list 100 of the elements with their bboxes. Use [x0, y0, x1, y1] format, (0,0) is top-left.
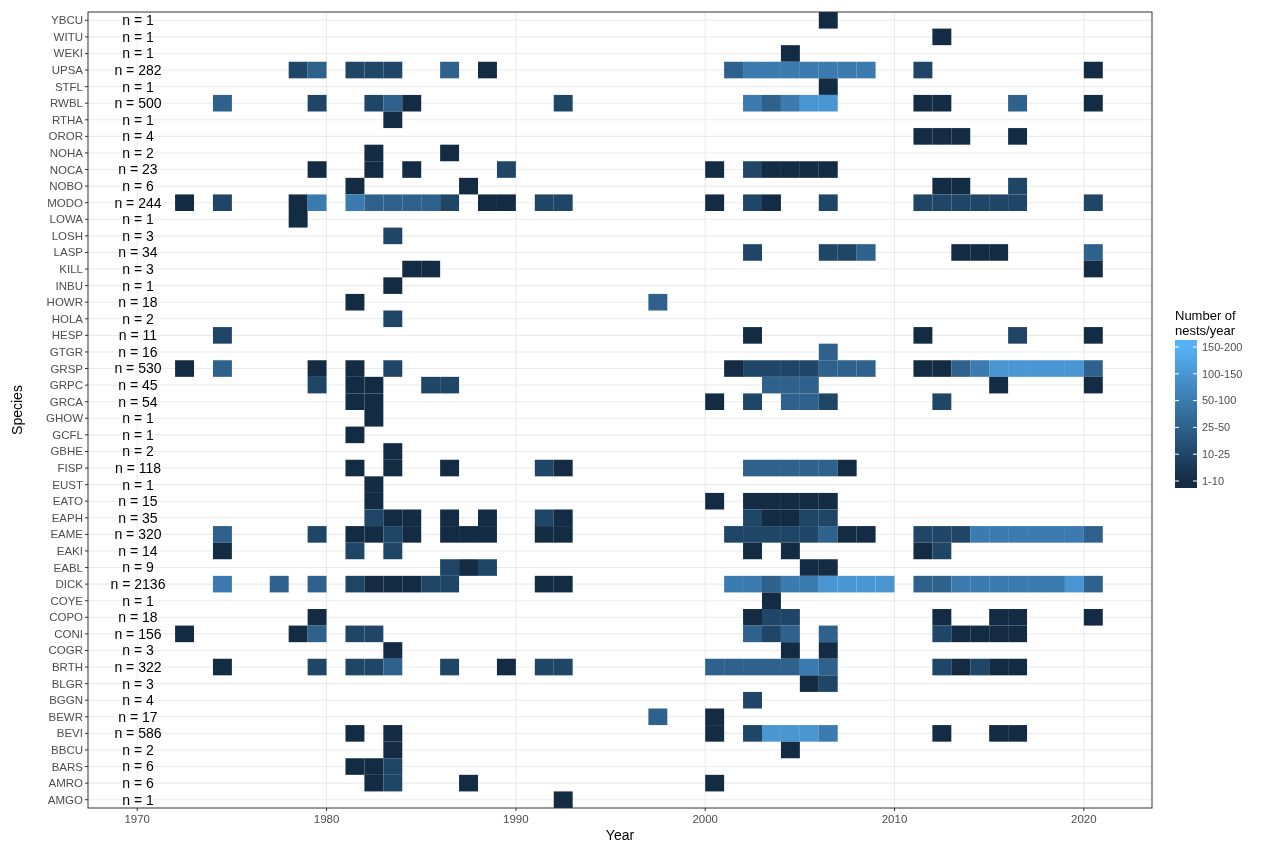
y2-tick-label: n = 586: [114, 725, 162, 742]
y2-tick-label: n = 3: [122, 260, 154, 277]
y2-tick-label: n = 14: [118, 542, 158, 559]
y2-tick-label: n = 23: [118, 161, 158, 178]
y-tick-label: LASP: [53, 246, 84, 259]
y2-tick-label: n = 35: [118, 509, 158, 526]
y-tick-label: BRTH: [51, 661, 83, 674]
y-tick-label: BARS: [51, 760, 84, 773]
y2-tick-label: n = 15: [118, 493, 158, 510]
y2-tick-label: n = 3: [122, 227, 154, 244]
y2-tick-label: n = 54: [118, 393, 158, 410]
y-tick-label: GTGR: [49, 345, 83, 358]
x-axis-title: Year: [605, 827, 635, 843]
y-tick-label: UPSA: [51, 64, 84, 77]
y-tick-label: GCFL: [52, 428, 84, 441]
color-bar-label: 100-150: [1202, 367, 1243, 380]
y-tick-label: HESP: [51, 329, 84, 342]
y-tick-label: GRSP: [50, 362, 84, 375]
y2-tick-label: n = 1: [122, 476, 154, 493]
y2-tick-label: n = 1: [122, 45, 154, 62]
y2-tick-label: n = 1: [122, 211, 154, 228]
y2-tick-label: n = 6: [122, 775, 154, 792]
x-tick-label: 2010: [881, 813, 908, 825]
y-tick-label: OROR: [48, 130, 83, 143]
y-tick-label: BBCU: [51, 743, 83, 756]
y-tick-label: BEVI: [56, 727, 83, 740]
y-tick-label: NOBO: [49, 180, 84, 193]
y2-tick-label: n = 18: [118, 294, 158, 311]
y-tick-label: WEKI: [53, 47, 83, 60]
y-tick-label: EAPH: [51, 511, 83, 524]
y2-tick-label: n = 6: [122, 758, 154, 775]
y2-tick-label: n = 3: [122, 675, 154, 692]
x-tick-label: 2020: [1071, 813, 1097, 825]
y-tick-label: AMRO: [48, 777, 84, 790]
y2-tick-label: n = 282: [114, 61, 162, 78]
y2-tick-label: n = 1: [122, 592, 154, 609]
y-tick-label: COYE: [50, 594, 84, 607]
color-bar-label: 1-10: [1202, 474, 1225, 487]
y2-tick-label: n = 322: [114, 658, 162, 675]
x-tick-label: 1980: [313, 813, 340, 825]
y2-tick-label: n = 1: [122, 277, 154, 294]
y2-tick-label: n = 1: [122, 791, 154, 808]
y-tick-label: MODO: [47, 196, 84, 209]
x-tick-label: 1990: [503, 813, 529, 825]
y-tick-label: NOHA: [49, 146, 84, 159]
y-tick-label: LOWA: [49, 213, 84, 226]
y2-tick-label: n = 16: [118, 343, 158, 360]
y2-tick-label: n = 34: [118, 244, 158, 261]
y2-tick-label: n = 1: [122, 111, 154, 128]
y2-tick-label: n = 1: [122, 78, 154, 95]
y-tick-label: CONI: [54, 627, 83, 640]
y2-tick-label: n = 1: [122, 12, 154, 29]
y-tick-label: FISP: [57, 462, 84, 475]
y2-tick-label: n = 2: [122, 310, 154, 327]
y-tick-label: AMGO: [47, 793, 84, 806]
y2-tick-label: n = 1: [122, 426, 154, 443]
y-tick-label: INBU: [55, 279, 83, 292]
y-tick-label: DICK: [55, 578, 84, 591]
y-tick-label: BGGN: [49, 694, 83, 707]
y2-tick-label: n = 4: [122, 692, 154, 709]
y-tick-label: COGR: [48, 644, 83, 657]
y2-tick-label: n = 1: [122, 410, 154, 427]
y-tick-label: GHOW: [45, 412, 84, 425]
y-tick-label: EUST: [52, 478, 83, 491]
y-tick-label: EAME: [50, 528, 84, 541]
y-tick-label: WITU: [53, 30, 83, 43]
y-tick-label: LOSH: [51, 229, 83, 242]
color-bar-label: 50-100: [1202, 394, 1237, 407]
y-tick-label: EAKI: [56, 544, 83, 557]
y-tick-label: NOCA: [49, 163, 84, 176]
y2-tick-label: n = 6: [122, 178, 154, 195]
y-tick-label: RWBL: [49, 97, 84, 110]
y-tick-label: BLGR: [51, 677, 83, 690]
y2-tick-label: n = 156: [114, 625, 162, 642]
y-tick-label: GRPC: [49, 379, 83, 392]
y2-tick-label: n = 2: [122, 741, 154, 758]
y2-tick-label: n = 18: [118, 609, 158, 626]
y2-tick-label: n = 500: [114, 95, 162, 112]
y2-tick-label: n = 118: [114, 459, 162, 476]
y-tick-label: EATO: [52, 495, 84, 508]
y2-tick-label: n = 2: [122, 144, 154, 161]
y2-tick-label: n = 244: [114, 194, 162, 211]
color-bar-label: 150-200: [1202, 340, 1243, 353]
y2-tick-label: n = 45: [118, 377, 158, 394]
y-tick-label: HOLA: [51, 312, 84, 325]
y2-tick-label: n = 320: [114, 526, 162, 543]
color-bar-label: 10-25: [1202, 448, 1231, 461]
color-bar-title: Number of nests/year: [1175, 308, 1237, 338]
y2-tick-label: n = 9: [122, 559, 154, 576]
y2-tick-label: n = 1: [122, 28, 154, 45]
y2-tick-label: n = 11: [118, 327, 158, 344]
y-tick-label: YBCU: [51, 14, 83, 27]
y-tick-label: BEWR: [48, 710, 83, 723]
y2-tick-label: n = 17: [118, 708, 158, 725]
y-tick-label: HOWR: [46, 296, 83, 309]
color-bar-label: 25-50: [1202, 421, 1231, 434]
y-tick-label: STFL: [54, 80, 84, 93]
y-axis-title: Species: [9, 385, 25, 435]
y-tick-label: GRCA: [49, 395, 84, 408]
y-tick-label: KILL: [59, 263, 84, 276]
